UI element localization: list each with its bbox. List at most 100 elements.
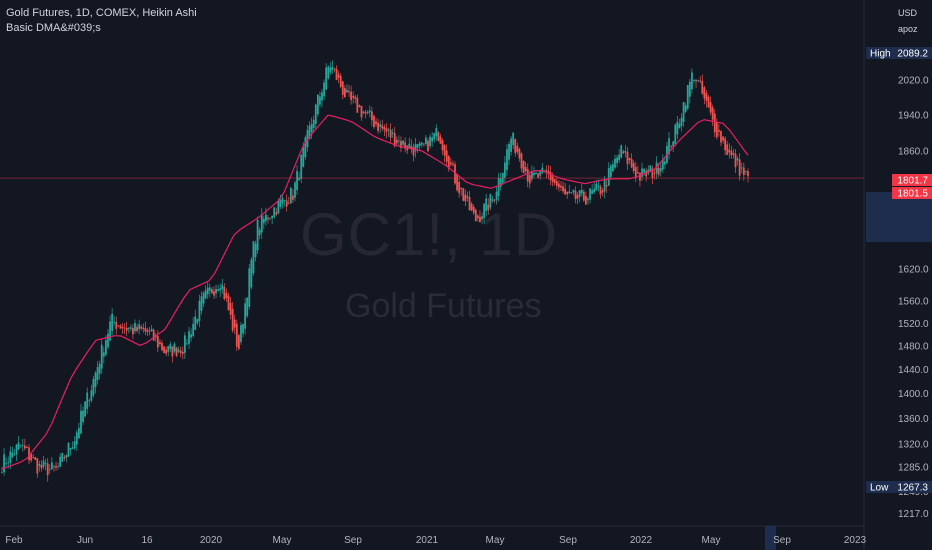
candle-body — [722, 136, 724, 141]
candle-body — [506, 149, 508, 171]
price-axis-panel[interactable] — [864, 0, 932, 550]
y-tick-label: 1320.0 — [898, 440, 929, 451]
candle-body — [408, 143, 411, 148]
candle-body — [697, 80, 700, 81]
candle-body — [641, 168, 643, 177]
candle-body — [682, 101, 685, 122]
candle-body — [348, 91, 350, 93]
candle-body — [738, 159, 741, 176]
candle-body — [104, 340, 107, 355]
candle-body — [292, 195, 294, 200]
candle-body — [368, 110, 371, 113]
legend-title[interactable]: Gold Futures, 1D, COMEX, Heikin Ashi — [6, 7, 197, 19]
candle-body — [335, 68, 338, 81]
candle-body — [213, 291, 215, 296]
candle-body — [518, 148, 521, 159]
candle-body — [360, 106, 363, 118]
candle-body — [543, 169, 546, 171]
candle-body — [210, 289, 213, 294]
candle-body — [651, 168, 654, 178]
candle-body — [736, 158, 739, 161]
candle-body — [668, 138, 670, 155]
candle-body — [674, 124, 677, 144]
chart-legend[interactable]: Gold Futures, 1D, COMEX, Heikin Ashi Bas… — [6, 6, 197, 36]
candle-body — [96, 367, 99, 380]
x-tick-label: Sep — [344, 535, 362, 546]
candle-body — [576, 195, 579, 199]
candle-body — [310, 123, 313, 133]
candle-body — [9, 451, 12, 463]
candle-body — [516, 145, 519, 152]
y-tick-label: 1285.0 — [898, 463, 929, 474]
candle-body — [456, 173, 458, 191]
candle-body — [123, 327, 126, 329]
candle-body — [19, 445, 22, 447]
candle-body — [242, 323, 244, 334]
candles-layer — [1, 60, 749, 482]
candle-body — [240, 325, 242, 342]
candle-body — [196, 319, 199, 324]
candle-body — [585, 196, 587, 205]
candle-body — [225, 292, 228, 299]
candle-body — [215, 288, 217, 294]
candle-body — [296, 170, 298, 191]
candle-body — [57, 466, 60, 468]
candle-body — [439, 136, 442, 144]
candle-body — [580, 189, 583, 194]
candle-body — [429, 136, 431, 147]
candle-body — [38, 464, 41, 466]
candle-body — [404, 142, 407, 149]
last-price-tag-bg — [892, 174, 932, 186]
candle-body — [148, 330, 151, 332]
x-tick-label: 16 — [141, 535, 153, 546]
low-tag-value: 1267.3 — [897, 483, 928, 494]
candle-body — [339, 75, 342, 87]
candle-body — [437, 132, 440, 141]
candle-body — [327, 66, 330, 79]
candle-body — [248, 268, 251, 307]
candle-body — [672, 141, 675, 147]
moving-average-line — [1, 114, 749, 470]
candle-body — [460, 187, 463, 190]
candle-body — [422, 143, 425, 145]
price-axis-currency[interactable]: USD apoz — [898, 5, 918, 37]
candle-body — [316, 95, 319, 115]
candle-body — [487, 204, 490, 211]
candle-body — [381, 125, 384, 129]
candle-body — [329, 67, 332, 73]
high-tag: High 2089.2 — [866, 47, 932, 60]
candle-body — [688, 81, 691, 97]
candle-body — [204, 290, 207, 299]
candle-body — [134, 323, 136, 332]
candle-body — [501, 172, 504, 183]
candle-body — [553, 179, 556, 184]
x-tick-label: May — [273, 535, 292, 546]
candle-body — [466, 196, 469, 198]
candle-body — [346, 89, 348, 93]
candle-body — [287, 203, 290, 205]
candle-body — [308, 125, 311, 139]
candle-body — [578, 190, 581, 197]
candle-body — [350, 91, 353, 101]
x-tick-label: 2021 — [416, 535, 439, 546]
candle-body — [82, 410, 84, 422]
candle-body — [26, 446, 28, 448]
candle-body — [161, 342, 163, 351]
candle-body — [183, 335, 186, 353]
candle-body — [150, 328, 153, 331]
candle-body — [362, 111, 365, 113]
x-tick-label: May — [702, 535, 721, 546]
candle-body — [481, 216, 483, 220]
candle-body — [391, 132, 394, 134]
candle-body — [693, 79, 695, 81]
candle-body — [514, 138, 517, 153]
legend-indicator[interactable]: Basic DMA&#039;s — [6, 22, 101, 34]
x-tick-label: 2022 — [630, 535, 653, 546]
candle-body — [250, 259, 253, 288]
candle-body — [71, 447, 74, 449]
candle-body — [119, 325, 122, 329]
candle-body — [13, 454, 16, 455]
y-tick-label: 2020.0 — [898, 76, 929, 87]
candle-body — [745, 171, 747, 172]
